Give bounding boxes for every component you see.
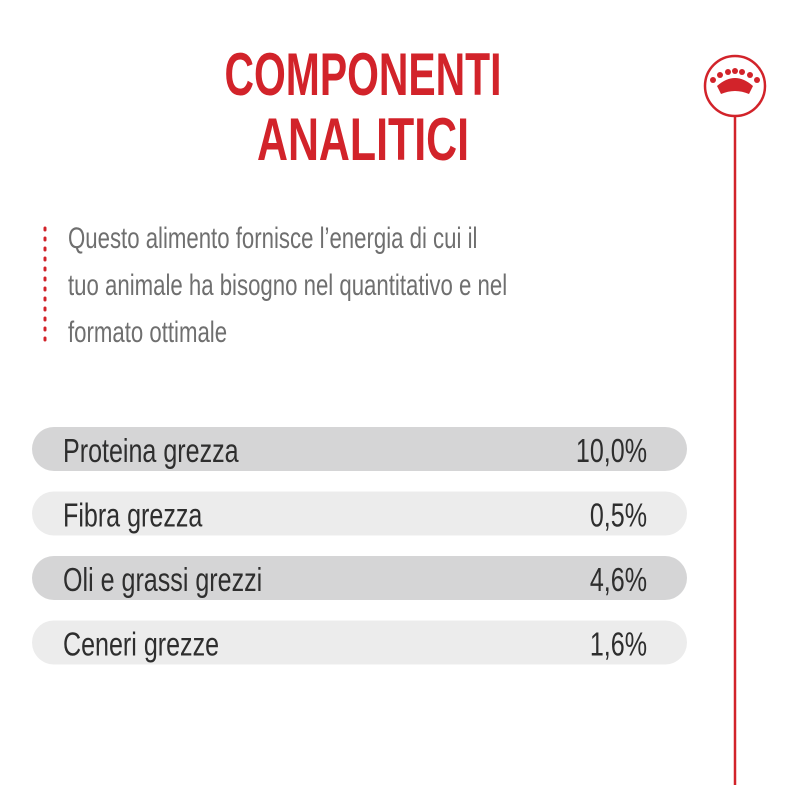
row-background — [32, 491, 687, 536]
table-row: Fibra grezza 0,5% — [32, 491, 687, 536]
brand-marker — [703, 54, 767, 785]
description-line: formato ottimale — [68, 315, 227, 349]
row-value: 10,0% — [576, 433, 647, 470]
row-label: Fibra grezza — [63, 497, 203, 534]
row-value: 1,6% — [590, 626, 647, 663]
row-background — [32, 427, 687, 471]
description-line: Questo alimento fornisce l’energia di cu… — [68, 221, 477, 255]
row-value: 4,6% — [590, 562, 647, 599]
table-row: Oli e grassi grezzi 4,6% — [32, 556, 687, 600]
row-background — [32, 556, 687, 600]
description: Questo alimento fornisce l’energia di cu… — [68, 221, 507, 349]
row-background — [32, 620, 687, 665]
table-row: Proteina grezza 10,0% — [32, 427, 687, 471]
title-line: ANALITICI — [257, 106, 469, 173]
row-label: Proteina grezza — [63, 433, 239, 470]
row-label: Oli e grassi grezzi — [63, 562, 262, 599]
row-value: 0,5% — [590, 497, 647, 534]
description-line: tuo animale ha bisogno nel quantitativo … — [68, 268, 507, 302]
table-row: Ceneri grezze 1,6% — [32, 620, 687, 665]
row-label: Ceneri grezze — [63, 626, 219, 663]
table: Proteina grezza 10,0% Fibra grezza 0,5% Oli … — [32, 427, 687, 665]
title-line: COMPONENTI — [225, 41, 502, 108]
crown-icon — [710, 68, 760, 94]
